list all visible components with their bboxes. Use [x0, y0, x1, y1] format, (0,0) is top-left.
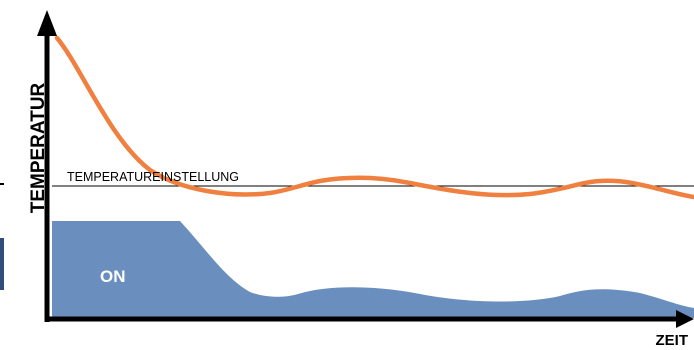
left-edge-bar: [0, 238, 4, 290]
left-edge-tick: [0, 183, 4, 185]
temperature-curve: [54, 35, 694, 200]
heater-state-label: ON: [100, 267, 126, 286]
y-axis-title: TEMPERATUR: [28, 82, 49, 213]
x-axis-arrow: [676, 310, 694, 328]
y-axis-arrow: [37, 10, 57, 36]
x-axis-title: ZEIT: [656, 332, 689, 349]
setpoint-label: TEMPERATUREINSTELLUNG: [67, 170, 239, 184]
heater-on-area: [52, 221, 694, 318]
